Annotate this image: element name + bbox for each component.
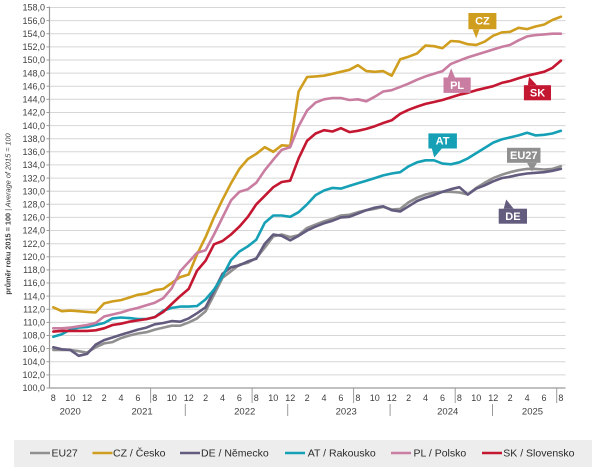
svg-text:136,0: 136,0 bbox=[22, 147, 45, 157]
svg-text:120,0: 120,0 bbox=[22, 252, 45, 262]
svg-text:152,0: 152,0 bbox=[22, 42, 45, 52]
svg-text:144,0: 144,0 bbox=[22, 95, 45, 105]
svg-text:6: 6 bbox=[338, 393, 343, 403]
svg-text:SK / Slovensko: SK / Slovensko bbox=[503, 448, 574, 460]
svg-text:8: 8 bbox=[558, 393, 563, 403]
svg-text:110,0: 110,0 bbox=[23, 318, 45, 328]
svg-text:150,0: 150,0 bbox=[22, 55, 45, 65]
svg-text:6: 6 bbox=[135, 393, 140, 403]
svg-text:2020: 2020 bbox=[60, 407, 81, 418]
svg-text:100,0: 100,0 bbox=[22, 383, 45, 393]
svg-text:4: 4 bbox=[423, 393, 428, 403]
svg-text:DE: DE bbox=[505, 211, 520, 223]
svg-text:CZ: CZ bbox=[475, 16, 490, 28]
svg-text:8: 8 bbox=[51, 393, 56, 403]
svg-text:DE / Německo: DE / Německo bbox=[201, 448, 269, 460]
svg-text:PL / Polsko: PL / Polsko bbox=[414, 448, 467, 460]
svg-text:124,0: 124,0 bbox=[22, 226, 45, 236]
svg-text:10: 10 bbox=[268, 393, 278, 403]
svg-text:12: 12 bbox=[387, 393, 397, 403]
svg-text:10: 10 bbox=[167, 393, 177, 403]
svg-text:158,0: 158,0 bbox=[22, 3, 45, 13]
svg-text:6: 6 bbox=[541, 393, 546, 403]
svg-text:2024: 2024 bbox=[437, 407, 458, 418]
svg-text:2: 2 bbox=[508, 393, 513, 403]
svg-text:12: 12 bbox=[82, 393, 92, 403]
svg-text:EU27: EU27 bbox=[52, 448, 78, 460]
svg-text:2022: 2022 bbox=[234, 407, 255, 418]
svg-text:2021: 2021 bbox=[132, 407, 153, 418]
svg-text:2023: 2023 bbox=[336, 407, 357, 418]
svg-text:8: 8 bbox=[355, 393, 360, 403]
svg-text:12: 12 bbox=[488, 393, 498, 403]
svg-text:EU27: EU27 bbox=[510, 150, 538, 162]
svg-text:140,0: 140,0 bbox=[22, 121, 45, 131]
svg-text:102,0: 102,0 bbox=[22, 370, 45, 380]
svg-text:12: 12 bbox=[285, 393, 295, 403]
svg-text:106,0: 106,0 bbox=[22, 344, 45, 354]
svg-text:6: 6 bbox=[237, 393, 242, 403]
svg-text:142,0: 142,0 bbox=[22, 108, 45, 118]
svg-text:148,0: 148,0 bbox=[22, 68, 45, 78]
svg-text:132,0: 132,0 bbox=[22, 173, 45, 183]
svg-text:CZ / Česko: CZ / Česko bbox=[113, 447, 166, 460]
svg-text:112,0: 112,0 bbox=[23, 305, 45, 315]
svg-text:154,0: 154,0 bbox=[22, 29, 45, 39]
svg-text:116,0: 116,0 bbox=[23, 278, 45, 288]
svg-text:114,0: 114,0 bbox=[23, 291, 45, 301]
svg-text:2025: 2025 bbox=[522, 407, 543, 418]
svg-text:134,0: 134,0 bbox=[22, 160, 45, 170]
svg-text:2: 2 bbox=[102, 393, 107, 403]
svg-text:4: 4 bbox=[321, 393, 326, 403]
svg-text:2: 2 bbox=[406, 393, 411, 403]
svg-text:108,0: 108,0 bbox=[22, 331, 45, 341]
svg-text:AT / Rakousko: AT / Rakousko bbox=[308, 448, 376, 460]
svg-text:2: 2 bbox=[203, 393, 208, 403]
svg-text:průměr roku 2015 = 100 | Avera: průměr roku 2015 = 100 | Average of 2015… bbox=[4, 133, 13, 294]
svg-text:128,0: 128,0 bbox=[22, 200, 45, 210]
svg-text:146,0: 146,0 bbox=[22, 81, 45, 91]
svg-text:10: 10 bbox=[65, 393, 75, 403]
svg-text:12: 12 bbox=[184, 393, 194, 403]
svg-text:4: 4 bbox=[118, 393, 123, 403]
svg-text:4: 4 bbox=[220, 393, 225, 403]
svg-text:126,0: 126,0 bbox=[22, 213, 45, 223]
svg-text:130,0: 130,0 bbox=[22, 186, 45, 196]
svg-text:156,0: 156,0 bbox=[22, 16, 45, 26]
svg-text:10: 10 bbox=[471, 393, 481, 403]
svg-text:138,0: 138,0 bbox=[22, 134, 45, 144]
svg-text:AT: AT bbox=[436, 136, 450, 148]
svg-text:6: 6 bbox=[440, 393, 445, 403]
svg-text:10: 10 bbox=[370, 393, 380, 403]
svg-text:104,0: 104,0 bbox=[22, 357, 45, 367]
svg-text:PL: PL bbox=[450, 80, 464, 92]
svg-text:8: 8 bbox=[254, 393, 259, 403]
svg-text:4: 4 bbox=[525, 393, 530, 403]
svg-text:SK: SK bbox=[530, 87, 545, 99]
svg-text:8: 8 bbox=[152, 393, 157, 403]
svg-text:8: 8 bbox=[457, 393, 462, 403]
svg-text:2: 2 bbox=[305, 393, 310, 403]
svg-text:122,0: 122,0 bbox=[22, 239, 45, 249]
svg-text:118,0: 118,0 bbox=[23, 265, 45, 275]
